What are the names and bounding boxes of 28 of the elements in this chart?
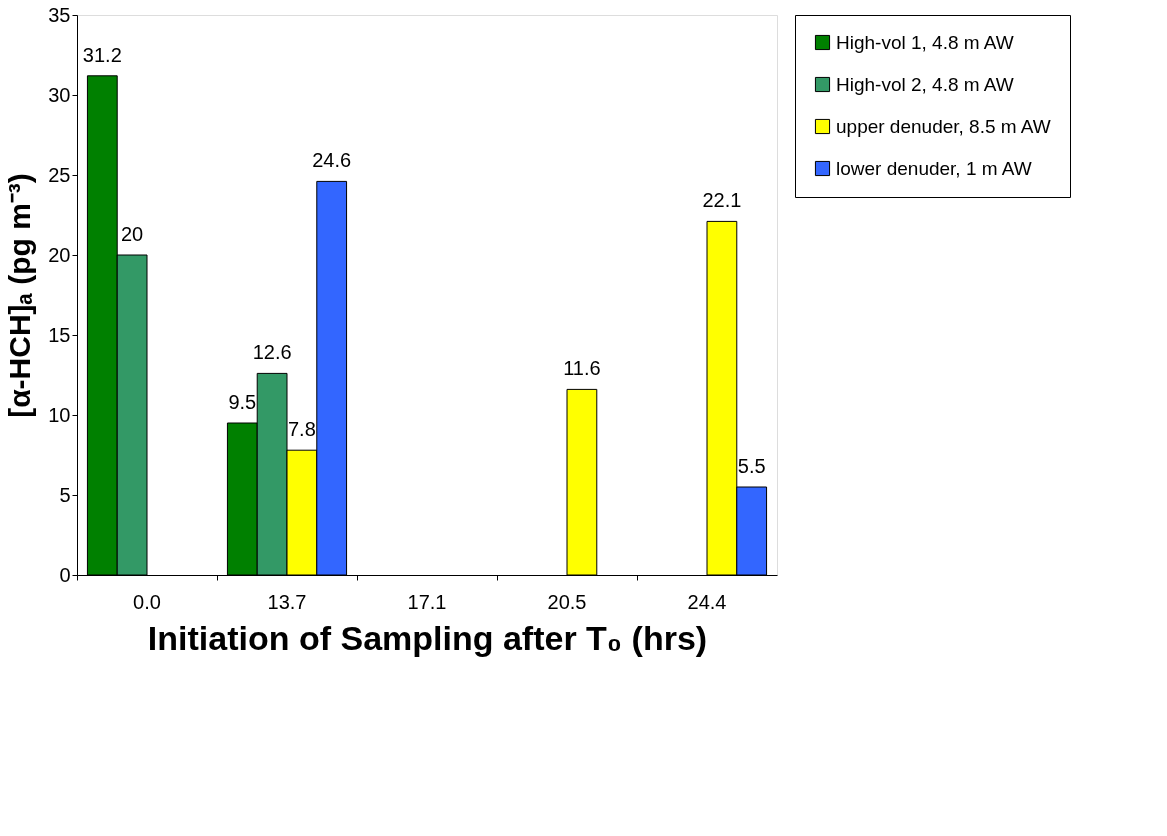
legend-label: High-vol 1, 4.8 m AW — [836, 31, 1014, 53]
legend-label: upper denuder, 8.5 m AW — [836, 115, 1051, 137]
x-tick-label: 20.5 — [547, 590, 587, 613]
data-label: 5.5 — [737, 455, 766, 477]
y-tick-label: 0 — [59, 563, 71, 586]
y-tick-label: 35 — [48, 3, 71, 26]
x-tick-label: 17.1 — [407, 590, 447, 613]
data-label: 11.6 — [563, 357, 601, 380]
x-tick-label: 0.0 — [133, 590, 161, 613]
y-tick-label: 5 — [59, 483, 71, 506]
data-label: 24.6 — [312, 149, 352, 172]
data-label: 7.8 — [287, 418, 316, 441]
y-tick-label: 20 — [48, 243, 71, 266]
y-tick-label: 30 — [48, 83, 71, 106]
data-label: 22.1 — [702, 189, 742, 212]
y-tick-label: 25 — [48, 163, 71, 186]
data-label: 31.2 — [82, 43, 122, 66]
data-label: 9.5 — [228, 391, 257, 413]
data-label: 12.6 — [252, 341, 292, 364]
legend-label: lower denuder, 1 m AW — [836, 157, 1032, 179]
y-tick-label: 15 — [48, 323, 71, 346]
data-label: 20 — [120, 223, 144, 245]
x-tick-label: 24.4 — [687, 590, 727, 613]
x-tick-label: 13.7 — [267, 590, 307, 613]
legend-label: High-vol 2, 4.8 m AW — [836, 73, 1014, 95]
x-axis-title: Initiation of Sampling after T₀ (hrs) — [147, 618, 708, 657]
y-axis-title: [α-HCH]ₐ (pg m⁻³) — [3, 173, 37, 418]
y-tick-label: 10 — [48, 403, 71, 426]
